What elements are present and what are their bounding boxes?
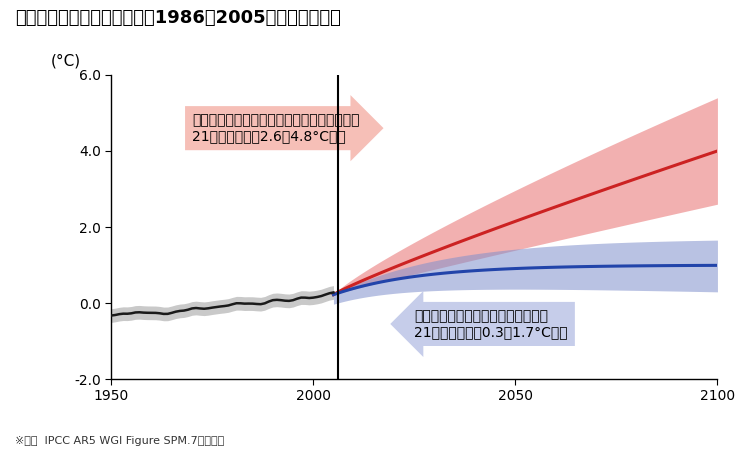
Text: ※出典  IPCC AR5 WGI Figure SPM.7から作成: ※出典 IPCC AR5 WGI Figure SPM.7から作成 xyxy=(15,436,224,446)
Y-axis label: (°C): (°C) xyxy=(50,54,81,69)
Text: 厳しい気候変動対策をとった場合、
21世紀末には、0.3〜1.7°C上昇: 厳しい気候変動対策をとった場合、 21世紀末には、0.3〜1.7°C上昇 xyxy=(414,309,568,339)
Text: 世界の平均地上気温の変化（1986〜2005年平均との差）: 世界の平均地上気温の変化（1986〜2005年平均との差） xyxy=(15,9,340,27)
Text: 有効な気候変動対策がとられなかった場合、
21世紀末には、2.6〜4.8°C上昇: 有効な気候変動対策がとられなかった場合、 21世紀末には、2.6〜4.8°C上昇 xyxy=(192,113,359,143)
